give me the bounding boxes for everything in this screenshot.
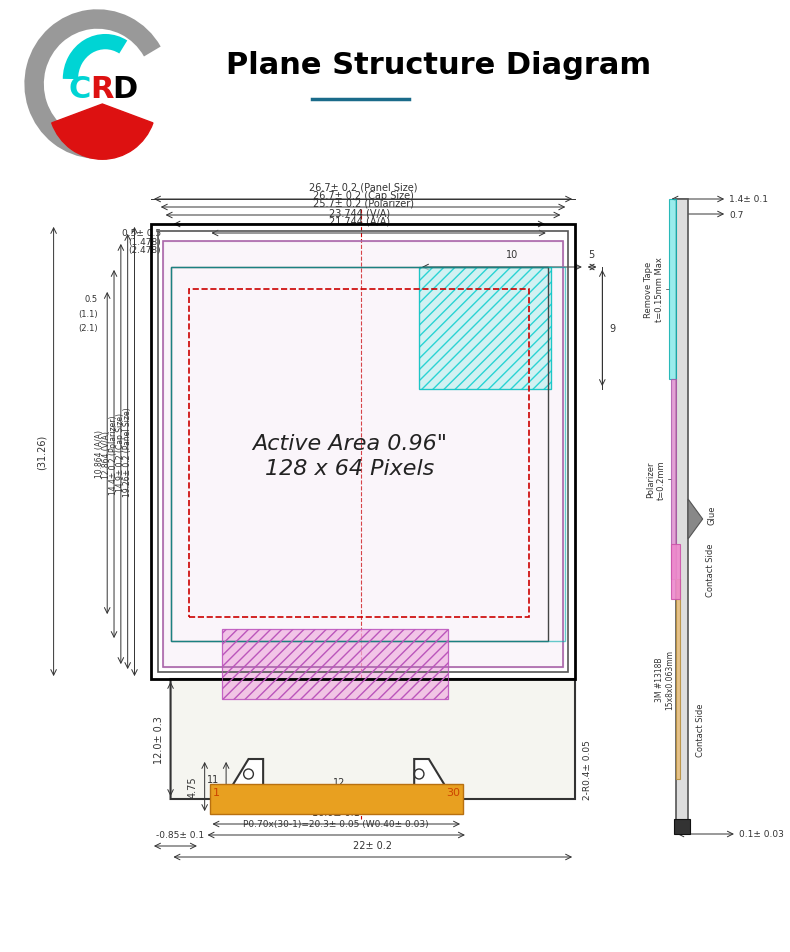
Text: 25.7± 0.2 (Polarizer): 25.7± 0.2 (Polarizer) <box>313 199 413 208</box>
Text: 1: 1 <box>213 787 220 797</box>
Bar <box>419 268 551 389</box>
Bar <box>675 819 690 834</box>
Polygon shape <box>171 680 575 799</box>
Bar <box>171 268 547 642</box>
Text: 3M #1318B
15x8x0.063mm: 3M #1318B 15x8x0.063mm <box>655 649 675 709</box>
Text: 9: 9 <box>609 324 615 333</box>
Text: 26.7± 0.2 (Cap Size): 26.7± 0.2 (Cap Size) <box>313 190 413 201</box>
Polygon shape <box>688 500 702 540</box>
Text: 12.864 (V/A): 12.864 (V/A) <box>102 430 111 479</box>
Text: -0.85± 0.1: -0.85± 0.1 <box>156 830 205 839</box>
Text: (1.478): (1.478) <box>128 237 161 247</box>
Text: 0.5± 0.5: 0.5± 0.5 <box>122 228 161 237</box>
Bar <box>676 200 688 829</box>
Text: 0.1± 0.03: 0.1± 0.03 <box>739 829 784 839</box>
Bar <box>222 629 448 700</box>
Wedge shape <box>51 105 153 160</box>
Text: 30: 30 <box>446 787 460 797</box>
Text: 128 x 64 Pixels: 128 x 64 Pixels <box>265 459 434 479</box>
Bar <box>676 580 680 779</box>
Text: 0.7: 0.7 <box>729 210 743 219</box>
Text: 0.5: 0.5 <box>85 295 97 305</box>
Text: 14.9± 0.2 (Cap Size): 14.9± 0.2 (Cap Size) <box>116 412 125 491</box>
Text: (31.26): (31.26) <box>37 434 47 469</box>
Bar <box>668 200 676 380</box>
Text: 14.4± 0.2 (Polarizer): 14.4± 0.2 (Polarizer) <box>109 415 118 494</box>
Bar <box>671 545 680 600</box>
Text: P0.70x(30-1)=20.3± 0.05 (W0.40± 0.03): P0.70x(30-1)=20.3± 0.05 (W0.40± 0.03) <box>243 819 429 828</box>
Text: 1.4± 0.1: 1.4± 0.1 <box>729 195 768 205</box>
Text: 23.744 (V/A): 23.744 (V/A) <box>329 208 389 218</box>
Text: Polarizer
t=0.2mm: Polarizer t=0.2mm <box>646 460 666 499</box>
Text: 19.26± 0.2 (Panel Size): 19.26± 0.2 (Panel Size) <box>122 407 132 497</box>
Text: 12: 12 <box>333 777 345 787</box>
Text: 22± 0.2: 22± 0.2 <box>353 840 393 850</box>
Text: Remove Tape
t=0.15mm Max: Remove Tape t=0.15mm Max <box>645 257 664 322</box>
Text: 10: 10 <box>506 249 517 260</box>
Text: 5: 5 <box>589 249 595 260</box>
Bar <box>171 268 566 642</box>
Text: Contact Side: Contact Side <box>696 703 705 756</box>
Text: Active Area 0.96": Active Area 0.96" <box>252 433 447 453</box>
Bar <box>151 225 575 680</box>
Bar <box>163 242 563 667</box>
Bar <box>419 268 551 389</box>
Text: Contact Side: Contact Side <box>705 543 715 596</box>
Text: (1.1): (1.1) <box>78 310 97 319</box>
Text: C: C <box>69 75 91 105</box>
Text: 2-R0.4± 0.05: 2-R0.4± 0.05 <box>583 740 592 799</box>
Text: 21.744 (A/A): 21.744 (A/A) <box>329 217 389 227</box>
Bar <box>189 289 529 617</box>
Bar <box>222 629 448 700</box>
Bar <box>671 380 676 580</box>
Text: (2.1): (2.1) <box>78 323 97 332</box>
Text: 11: 11 <box>207 774 220 784</box>
Text: 26.7± 0.2 (Panel Size): 26.7± 0.2 (Panel Size) <box>309 182 417 191</box>
Text: Plane Structure Diagram: Plane Structure Diagram <box>226 50 651 79</box>
Text: R: R <box>91 75 114 105</box>
Bar <box>163 242 563 667</box>
Text: (2.478): (2.478) <box>128 247 161 255</box>
Text: 10.864 (A/A): 10.864 (A/A) <box>96 429 104 478</box>
Text: 12.0± 0.3: 12.0± 0.3 <box>154 715 164 764</box>
Text: D: D <box>112 75 137 105</box>
Bar <box>158 231 568 672</box>
Text: 16.0± 0.1: 16.0± 0.1 <box>312 807 360 817</box>
Text: 4.75: 4.75 <box>188 775 198 797</box>
Text: Glue: Glue <box>708 505 717 525</box>
Bar <box>209 784 463 814</box>
